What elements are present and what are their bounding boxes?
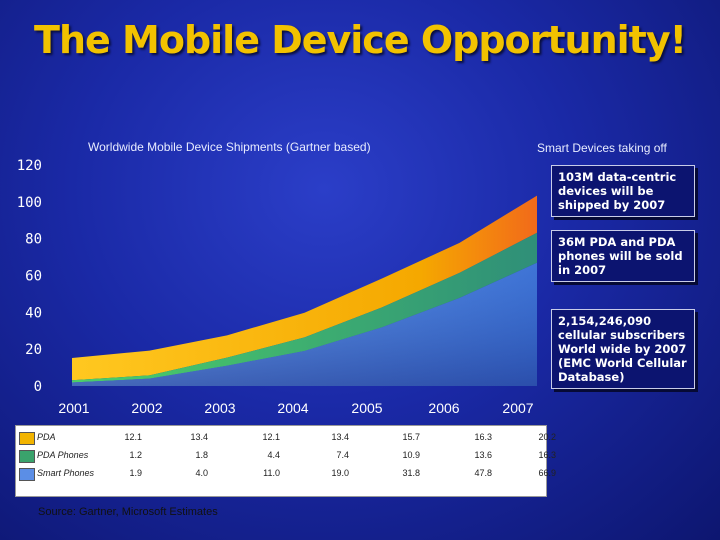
table-row-smart-phones: Smart Phones 1.9 4.0 11.0 19.0 31.8 47.8… xyxy=(16,465,556,483)
row-label: PDA xyxy=(37,432,56,442)
table-row-pda: PDA 12.1 13.4 12.1 13.4 15.7 16.3 20.2 xyxy=(16,429,556,447)
pda-area xyxy=(72,195,537,381)
data-table: PDA 12.1 13.4 12.1 13.4 15.7 16.3 20.2 P… xyxy=(15,425,556,497)
table-row-pda-phones: PDA Phones 1.2 1.8 4.4 7.4 10.9 13.6 16.… xyxy=(16,447,556,465)
pda-phones-swatch xyxy=(19,450,35,463)
y-tick-label: 20 xyxy=(25,342,42,358)
table-cell: 12.1 xyxy=(262,432,280,442)
table-cell: 19.0 xyxy=(331,468,349,478)
y-tick-label: 60 xyxy=(25,269,42,285)
table-cell: 4.0 xyxy=(195,468,208,478)
y-tick-label: 100 xyxy=(17,195,42,211)
pda-swatch xyxy=(19,432,35,445)
table-cell: 4.4 xyxy=(267,450,280,460)
table-cell: 15.7 xyxy=(402,432,420,442)
table-cell: 13.4 xyxy=(331,432,349,442)
table-cell: 13.4 xyxy=(190,432,208,442)
table-cell: 11.0 xyxy=(263,468,280,478)
table-cell: 13.6 xyxy=(474,450,492,460)
table-cell: 47.8 xyxy=(474,468,492,478)
table-cell: 1.2 xyxy=(129,450,142,460)
y-tick-label: 120 xyxy=(17,158,42,174)
table-cell: 20.2 xyxy=(538,432,556,442)
table-cell: 16.3 xyxy=(474,432,492,442)
smart-phones-area-shade xyxy=(72,262,537,386)
smart-phones-swatch xyxy=(19,468,35,481)
table-cell: 31.8 xyxy=(402,468,420,478)
row-label: Smart Phones xyxy=(37,468,95,478)
source-note: Source: Gartner, Microsoft Estimates xyxy=(38,506,218,518)
y-tick-label: 40 xyxy=(25,305,42,321)
x-tick-label: 2004 xyxy=(277,400,308,416)
x-tick-label: 2003 xyxy=(204,400,235,416)
slide-title: The Mobile Device Opportunity! xyxy=(34,18,687,62)
table-cell: 7.4 xyxy=(336,450,349,460)
callout-pda-sales: 36M PDA and PDA phones will be sold in 2… xyxy=(551,230,695,282)
table-cell: 66.9 xyxy=(538,468,556,478)
row-label: PDA Phones xyxy=(37,450,89,460)
x-tick-label: 2001 xyxy=(58,400,89,416)
table-cell: 10.9 xyxy=(402,450,420,460)
callout-data-centric: 103M data-centric devices will be shippe… xyxy=(551,165,695,217)
table-cell: 1.9 xyxy=(129,468,142,478)
y-tick-label: 0 xyxy=(34,379,42,395)
x-tick-label: 2007 xyxy=(502,400,533,416)
table-cell: 12.1 xyxy=(124,432,142,442)
side-title: Smart Devices taking off xyxy=(537,141,667,155)
table-cell: 16.3 xyxy=(538,450,556,460)
x-tick-label: 2002 xyxy=(131,400,162,416)
x-tick-label: 2005 xyxy=(351,400,382,416)
x-tick-label: 2006 xyxy=(428,400,459,416)
chart-title: Worldwide Mobile Device Shipments (Gartn… xyxy=(88,140,371,154)
callout-cellular-subscribers: 2,154,246,090 cellular subscribers World… xyxy=(551,309,695,389)
y-tick-label: 80 xyxy=(25,232,42,248)
table-cell: 1.8 xyxy=(195,450,208,460)
